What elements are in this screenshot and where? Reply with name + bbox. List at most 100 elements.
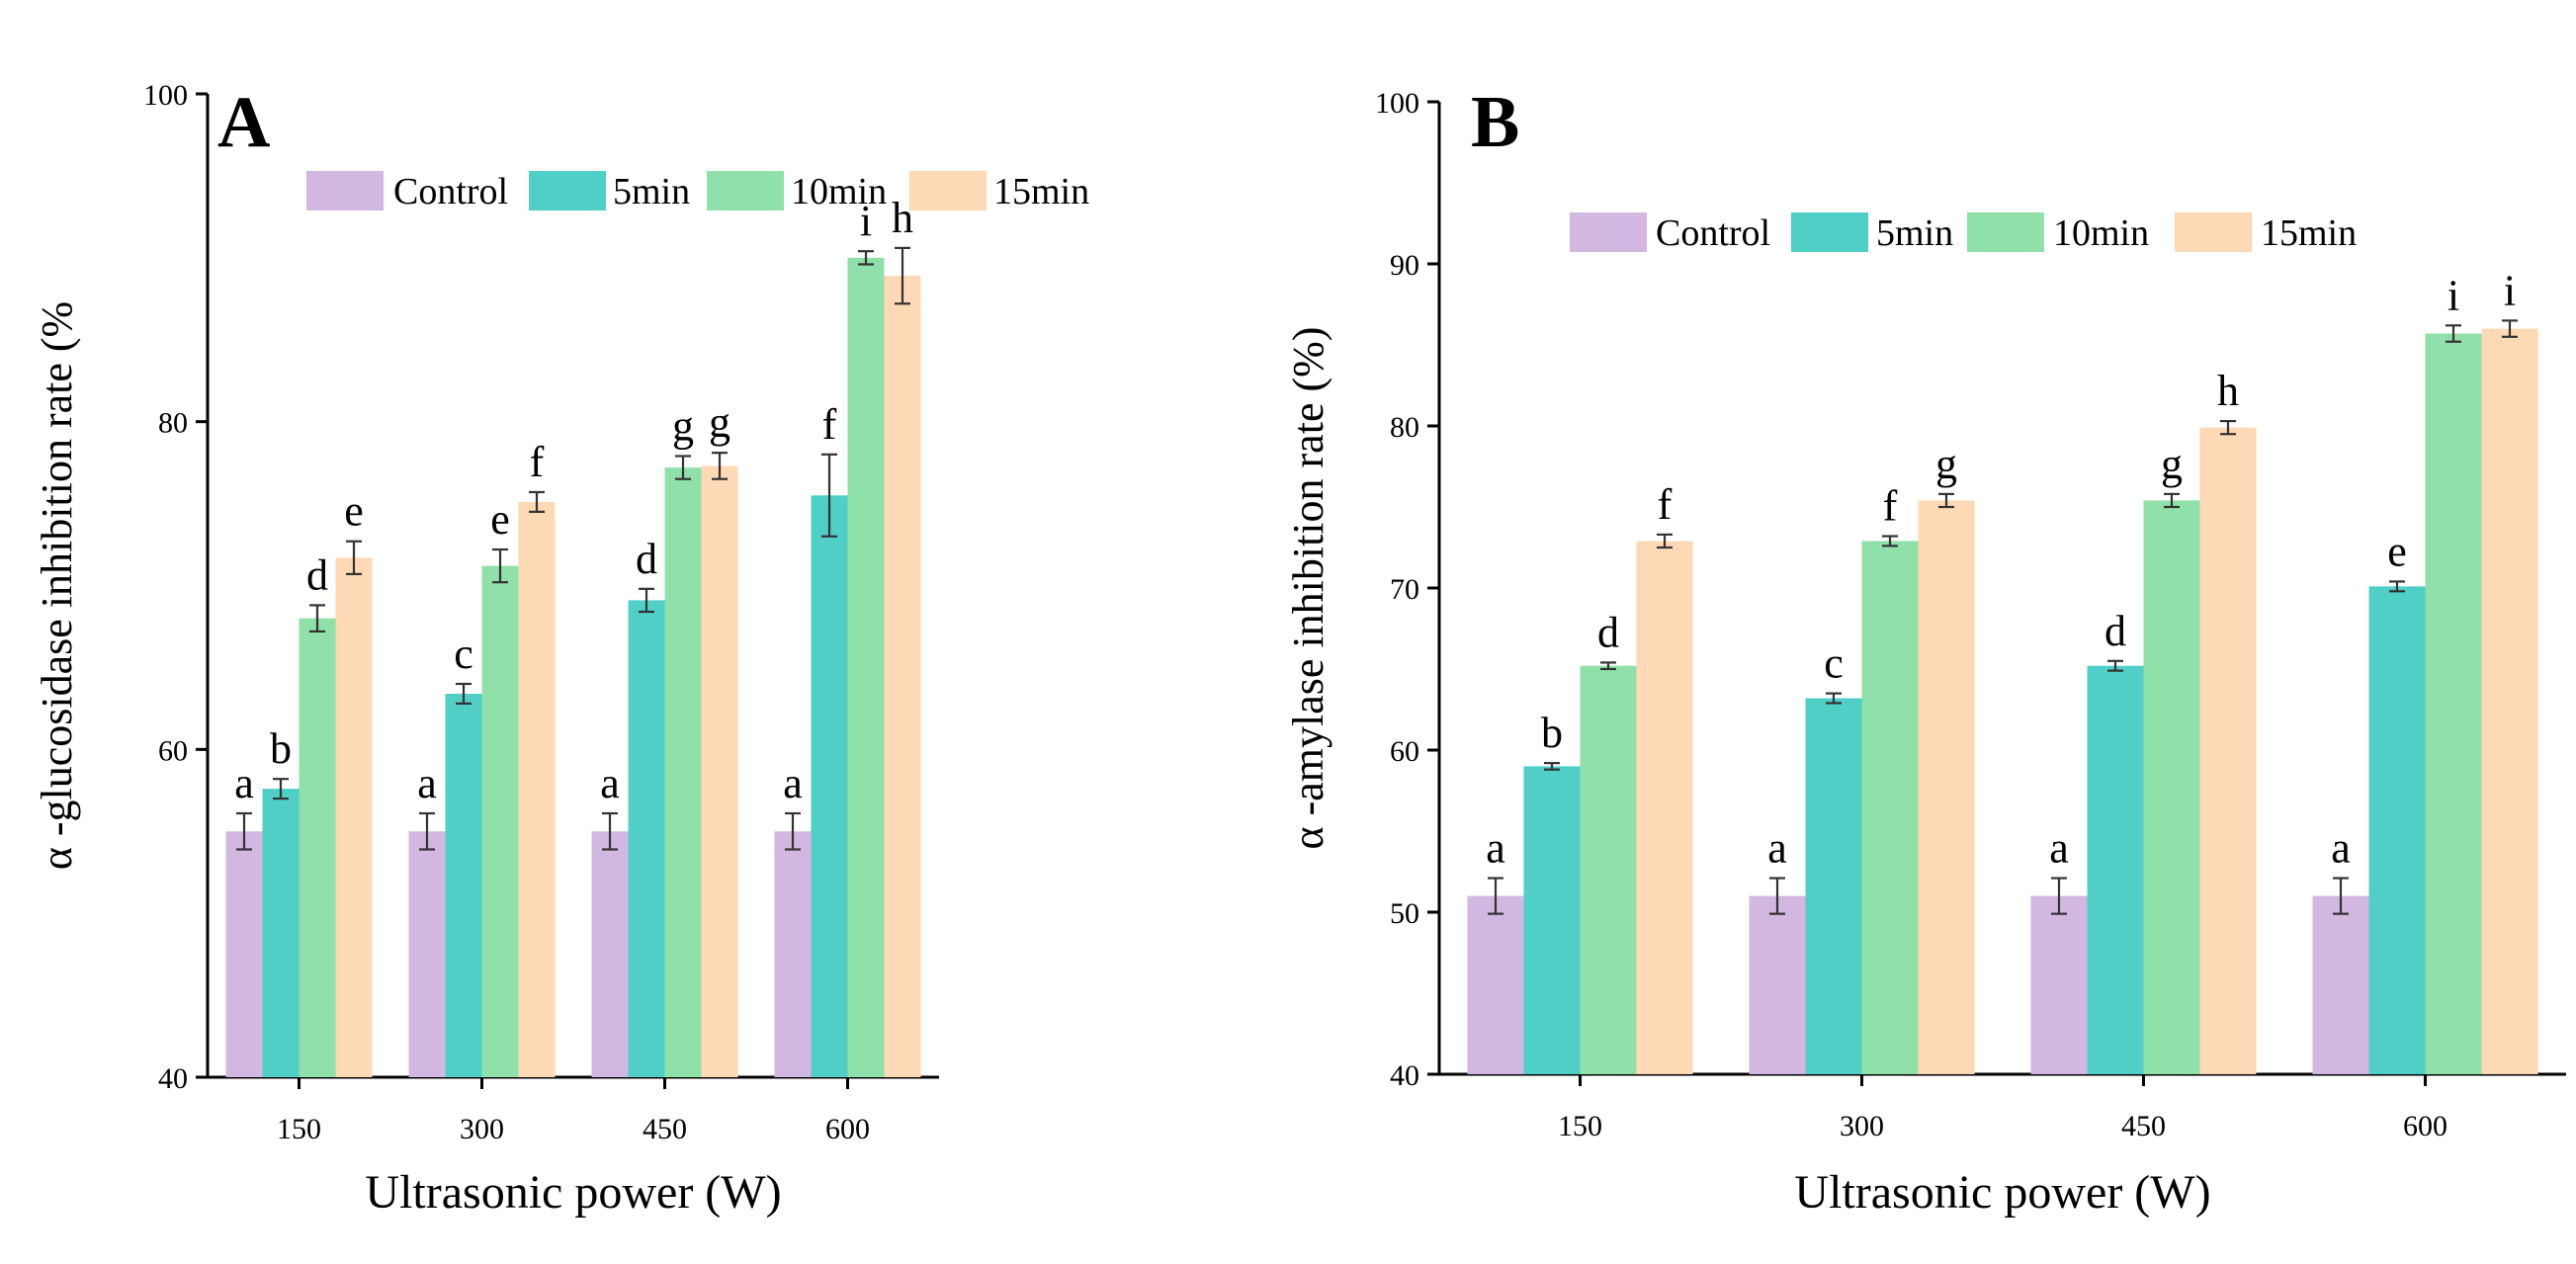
significance-letter: i — [860, 197, 872, 245]
bar-10min-300 — [481, 565, 519, 1077]
significance-letter: i — [2447, 271, 2459, 319]
significance-letter: a — [783, 759, 803, 807]
significance-letter: i — [2504, 266, 2516, 314]
x-tick-label: 150 — [277, 1113, 321, 1145]
bar-10min-150 — [1580, 665, 1637, 1074]
significance-letter: e — [2387, 527, 2407, 575]
bar-5min-600 — [2368, 586, 2426, 1074]
significance-letter: f — [822, 400, 837, 449]
significance-letter: f — [1883, 482, 1898, 531]
y-tick-label: 70 — [1390, 573, 1419, 606]
bar-15min-600 — [2481, 328, 2538, 1075]
legend-swatch-control — [306, 171, 384, 211]
significance-letter: h — [892, 194, 913, 242]
legend-swatch-15min — [909, 171, 987, 211]
bar-5min-450 — [628, 600, 665, 1077]
significance-letter: e — [490, 495, 510, 544]
bar-5min-300 — [445, 693, 482, 1077]
y-tick-label: 40 — [158, 1062, 188, 1095]
significance-letter: e — [344, 487, 364, 536]
significance-letter: d — [2104, 607, 2126, 655]
bar-control-600 — [774, 831, 812, 1077]
x-axis-title: Ultrasonic power (W) — [1794, 1166, 2210, 1219]
y-tick-label: 80 — [1390, 411, 1419, 444]
bar-10min-150 — [299, 618, 336, 1077]
bar-control-300 — [408, 831, 446, 1077]
y-tick-label: 90 — [1390, 249, 1419, 282]
significance-letter: b — [1541, 709, 1563, 757]
bar-15min-300 — [1918, 500, 1975, 1074]
y-axis-title: α -amylase inhibition rate (%) — [1284, 327, 1332, 850]
bar-15min-600 — [884, 276, 921, 1077]
x-tick-label: 300 — [460, 1113, 504, 1145]
bar-15min-150 — [335, 557, 373, 1077]
bar-5min-600 — [811, 495, 848, 1078]
bar-5min-150 — [262, 789, 300, 1077]
significance-letter: d — [636, 535, 657, 583]
bar-control-150 — [1467, 895, 1524, 1074]
bar-5min-450 — [2087, 665, 2144, 1074]
bar-10min-600 — [2425, 333, 2482, 1074]
bar-15min-300 — [518, 501, 556, 1077]
bar-control-450 — [2030, 895, 2088, 1074]
y-tick-label: 50 — [1390, 897, 1419, 930]
bar-10min-450 — [2143, 500, 2200, 1074]
legend: Control 5min 10min 15min — [306, 171, 1089, 212]
y-tick-label: 100 — [143, 79, 188, 112]
bar-15min-150 — [1636, 541, 1693, 1074]
significance-letter: b — [270, 724, 292, 773]
bar-control-150 — [225, 831, 263, 1077]
bar-5min-150 — [1523, 766, 1581, 1074]
y-axis-title: α -glucosidase inhibition rate (% — [33, 301, 81, 870]
legend-label-control: Control — [393, 171, 508, 212]
significance-letter: c — [454, 630, 473, 678]
legend-label-15min: 15min — [2261, 212, 2357, 254]
significance-letter: d — [1597, 608, 1619, 656]
significance-letter: f — [530, 438, 545, 486]
significance-letter: g — [2161, 440, 2183, 488]
x-tick-label: 600 — [825, 1113, 870, 1145]
bar-control-300 — [1749, 895, 1806, 1074]
bar-10min-450 — [664, 467, 702, 1078]
x-tick-label: 300 — [1840, 1110, 1884, 1142]
legend-swatch-control — [1570, 212, 1647, 252]
y-tick-label: 40 — [1390, 1059, 1419, 1092]
bar-control-600 — [2312, 895, 2369, 1074]
legend-label-5min: 5min — [613, 171, 690, 212]
significance-letter: g — [672, 401, 694, 450]
x-axis-title: Ultrasonic power (W) — [365, 1166, 781, 1219]
legend-label-15min: 15min — [993, 171, 1089, 212]
bar-15min-450 — [2199, 427, 2257, 1074]
y-tick-label: 60 — [1390, 735, 1419, 768]
significance-letter: f — [1658, 480, 1673, 529]
bar-5min-300 — [1805, 698, 1862, 1074]
panel-letter: B — [1471, 82, 1519, 163]
significance-letter: h — [2217, 367, 2239, 415]
significance-letter: a — [417, 759, 437, 807]
legend-swatch-15min — [2175, 212, 2252, 252]
significance-letter: a — [1486, 824, 1505, 873]
legend-swatch-5min — [1791, 212, 1868, 252]
legend-label-10min: 10min — [2053, 212, 2149, 254]
legend: Control 5min 10min 15min — [1570, 212, 2357, 254]
significance-letter: c — [1824, 639, 1844, 688]
significance-letter: a — [1767, 824, 1787, 873]
x-tick-label: 150 — [1558, 1110, 1602, 1142]
legend-label-5min: 5min — [1876, 212, 1953, 254]
bar-10min-600 — [847, 257, 885, 1077]
y-tick-label: 100 — [1375, 87, 1419, 120]
bar-15min-450 — [701, 465, 738, 1078]
significance-letter: a — [600, 759, 620, 807]
x-tick-label: 450 — [643, 1113, 687, 1145]
legend-swatch-5min — [529, 171, 606, 211]
panel-b: 405060708090100150abdf300acfg450adgh600a… — [1284, 82, 2566, 1219]
legend-swatch-10min — [1967, 212, 2044, 252]
significance-letter: a — [2331, 824, 2351, 873]
bar-10min-300 — [1861, 541, 1919, 1074]
significance-letter: g — [1935, 440, 1957, 488]
y-tick-label: 80 — [158, 407, 188, 440]
significance-letter: a — [234, 759, 254, 807]
legend-label-10min: 10min — [791, 171, 887, 212]
